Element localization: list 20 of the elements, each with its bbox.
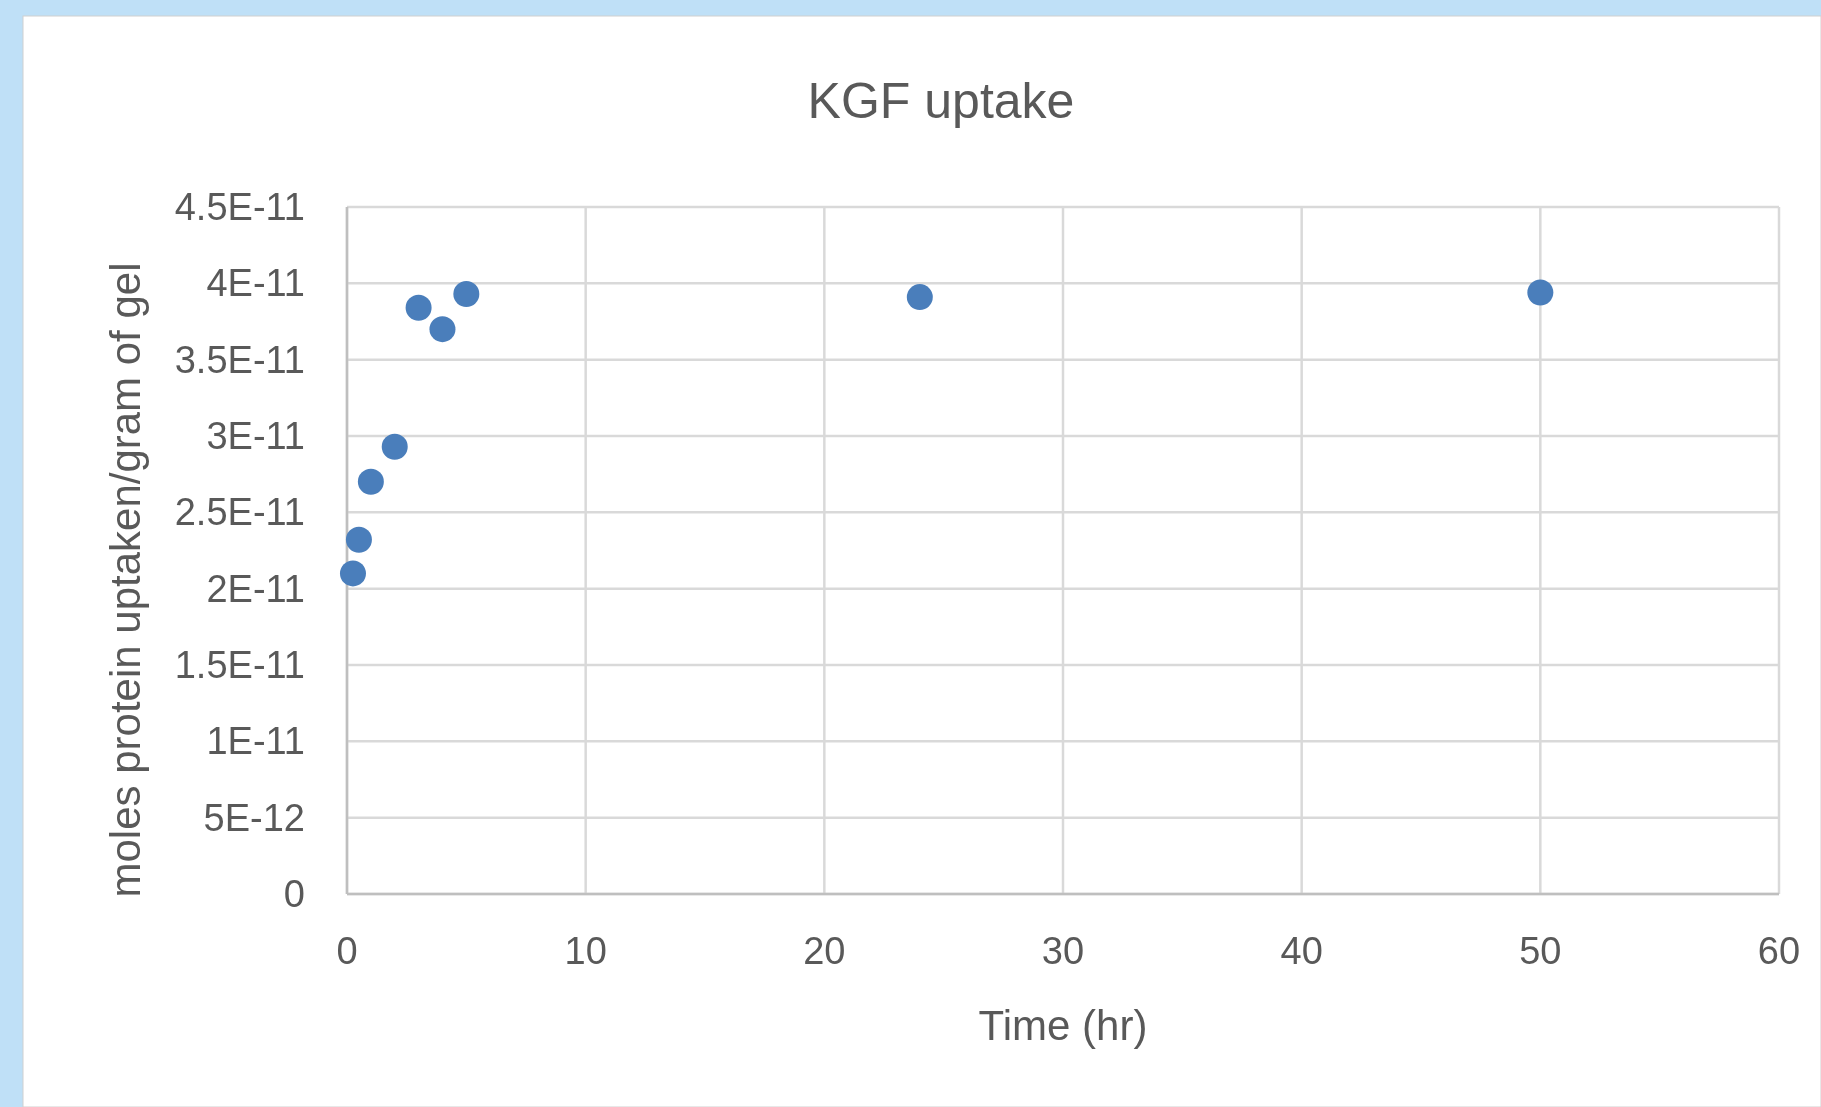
y-tick-label: 4.5E-11 xyxy=(174,186,305,228)
x-tick-label: 20 xyxy=(803,930,846,972)
y-tick-label: 4E-11 xyxy=(206,262,305,305)
y-tick-label: 1E-11 xyxy=(206,720,305,763)
y-tick-label: 3.5E-11 xyxy=(174,338,305,381)
chart-title: KGF uptake xyxy=(807,73,1075,129)
x-tick-label: 30 xyxy=(1041,930,1085,972)
y-tick-label: 1.5E-11 xyxy=(174,644,305,686)
x-tick-label: 60 xyxy=(1757,930,1801,972)
x-tick-label: 10 xyxy=(564,930,607,972)
x-axis-title: Time (hr) xyxy=(978,1002,1148,1049)
y-tick-label: 2.5E-11 xyxy=(174,491,305,534)
y-tick-label: 3E-11 xyxy=(206,415,305,457)
x-tick-label: 50 xyxy=(1519,930,1562,972)
y-tick-label: 5E-12 xyxy=(203,796,305,839)
x-tick-label: 0 xyxy=(336,930,358,972)
y-tick-label: 2E-11 xyxy=(206,567,305,610)
y-tick-label: 0 xyxy=(283,873,305,915)
y-axis-title: moles protein uptaken/gram of gel xyxy=(102,262,149,898)
x-tick-label: 40 xyxy=(1280,930,1323,972)
